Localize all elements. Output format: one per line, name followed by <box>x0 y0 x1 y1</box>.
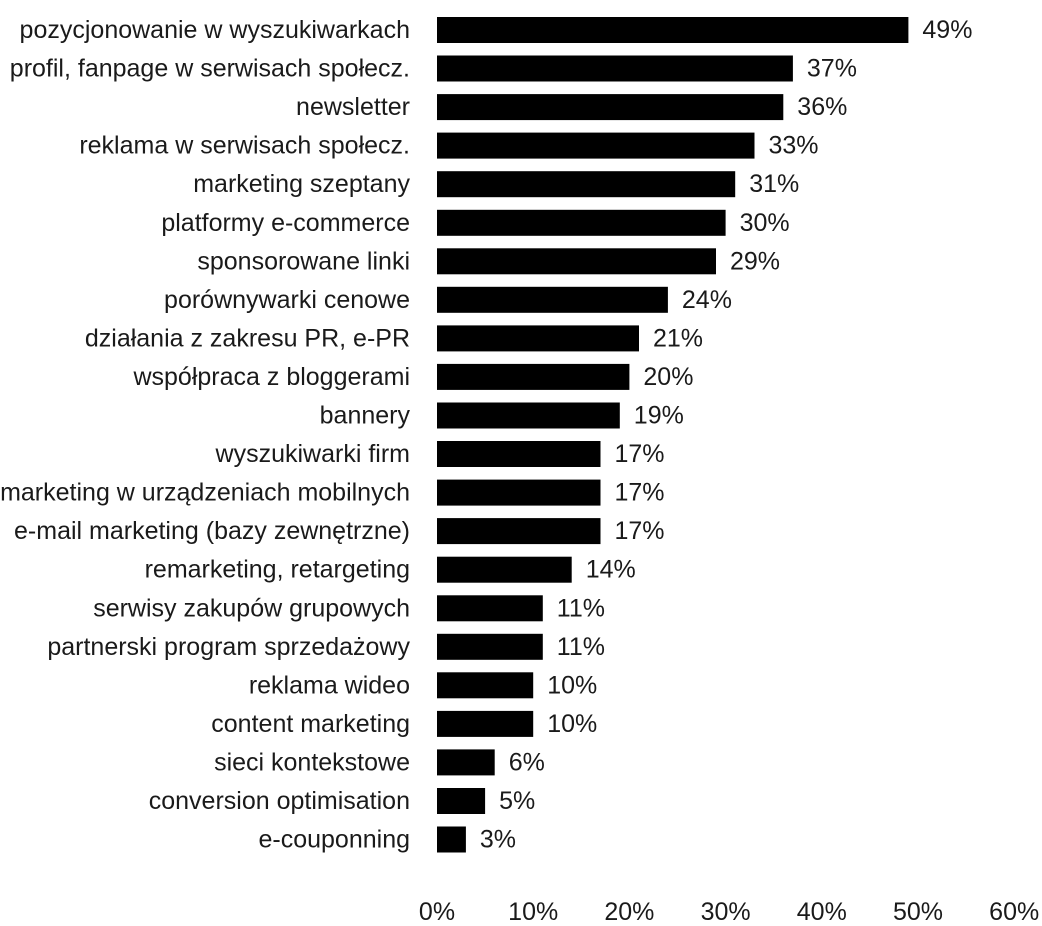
bar-newsletter <box>437 94 784 121</box>
value-label-sponsorowane-linki: 29% <box>730 247 780 275</box>
category-label-marketing-w-urzadzeniach-mobilnych: marketing w urządzeniach mobilnych <box>0 479 410 507</box>
x-tick-label-10: 10% <box>508 898 558 926</box>
value-label-e-couponning: 3% <box>480 826 516 854</box>
bar-sieci-kontekstowe <box>437 749 495 776</box>
category-label-sponsorowane-linki: sponsorowane linki <box>197 247 410 275</box>
bar-reklama-wideo <box>437 672 534 699</box>
value-label-porownywarki-cenowe: 24% <box>682 286 732 314</box>
category-label-dzialania-z-zakresu-pr-e-pr: działania z zakresu PR, e-PR <box>85 324 410 352</box>
category-labels: pozycjonowanie w wyszukiwarkach profil, f… <box>0 16 410 854</box>
bar-bannery <box>437 402 620 429</box>
x-tick-label-40: 40% <box>797 898 847 926</box>
category-label-pozycjonowanie-w-wyszukiwarkach: pozycjonowanie w wyszukiwarkach <box>20 16 410 44</box>
category-label-platformy-e-commerce: platformy e-commerce <box>161 209 410 237</box>
bar-marketing-w-urzadzeniach-mobilnych <box>437 479 601 506</box>
category-label-profil-fanpage-w-serwisach-spolecz: profil, fanpage w serwisach społecz. <box>10 55 410 83</box>
category-label-remarketing-retargeting: remarketing, retargeting <box>145 556 410 584</box>
category-label-reklama-wideo: reklama wideo <box>249 671 410 699</box>
bar-platformy-e-commerce <box>437 209 726 236</box>
category-label-wspolpraca-z-bloggerami: współpraca z bloggerami <box>132 363 410 391</box>
bar-wyszukiwarki-firm <box>437 441 601 467</box>
category-label-porownywarki-cenowe: porównywarki cenowe <box>164 286 410 314</box>
value-label-remarketing-retargeting: 14% <box>586 556 636 584</box>
value-label-serwisy-zakupow-grupowych: 11% <box>557 594 605 622</box>
value-label-platformy-e-commerce: 30% <box>740 209 790 237</box>
bar-pozycjonowanie-w-wyszukiwarkach <box>437 17 909 43</box>
value-label-partnerski-program-sprzedazowy: 11% <box>557 633 605 661</box>
category-label-e-couponning: e-couponning <box>258 826 410 854</box>
value-label-profil-fanpage-w-serwisach-spolecz: 37% <box>807 55 857 83</box>
value-label-content-marketing: 10% <box>547 710 597 738</box>
value-label-wyszukiwarki-firm: 17% <box>615 440 665 468</box>
bar-serwisy-zakupow-grupowych <box>437 595 543 622</box>
category-label-serwisy-zakupow-grupowych: serwisy zakupów grupowych <box>93 594 410 622</box>
category-label-marketing-szeptany: marketing szeptany <box>193 170 410 198</box>
bar-porownywarki-cenowe <box>437 286 668 313</box>
bar-dzialania-z-zakresu-pr-e-pr <box>437 325 639 352</box>
category-label-bannery: bannery <box>320 402 411 430</box>
value-label-marketing-w-urzadzeniach-mobilnych: 17% <box>615 479 665 507</box>
bar-sponsorowane-linki <box>437 248 716 275</box>
bar-marketing-szeptany <box>437 171 736 198</box>
bar-conversion-optimisation <box>437 788 486 814</box>
category-label-sieci-kontekstowe: sieci kontekstowe <box>214 748 410 776</box>
x-axis-tick-labels: 0% 10% 20% 30% 40% 50% 60% <box>419 898 1039 926</box>
bar-wspolpraca-z-bloggerami <box>437 363 630 390</box>
x-tick-label-0: 0% <box>419 898 455 926</box>
x-tick-label-20: 20% <box>604 898 654 926</box>
value-label-newsletter: 36% <box>797 93 847 121</box>
value-label-conversion-optimisation: 5% <box>499 787 535 815</box>
value-label-reklama-wideo: 10% <box>547 671 597 699</box>
bar-e-mail-marketing-bazy-zewnetrzne <box>437 518 601 545</box>
value-labels: 49% 37% 36% 33% 31% 30% 29% 24% 21% 20% 19% 17% 17% 1… <box>480 16 973 854</box>
bar-e-couponning <box>437 826 466 853</box>
category-label-conversion-optimisation: conversion optimisation <box>149 787 410 815</box>
category-label-reklama-w-serwisach-spolecz: reklama w serwisach społecz. <box>79 132 410 160</box>
value-label-e-mail-marketing-bazy-zewnetrzne: 17% <box>615 517 665 545</box>
x-tick-label-50: 50% <box>893 898 943 926</box>
value-label-wspolpraca-z-bloggerami: 20% <box>643 363 693 391</box>
value-label-reklama-w-serwisach-spolecz: 33% <box>769 132 819 160</box>
bar-remarketing-retargeting <box>437 556 572 583</box>
x-tick-label-60: 60% <box>989 898 1039 926</box>
value-label-sieci-kontekstowe: 6% <box>509 748 545 776</box>
value-label-pozycjonowanie-w-wyszukiwarkach: 49% <box>922 16 972 44</box>
category-label-partnerski-program-sprzedazowy: partnerski program sprzedażowy <box>47 633 410 661</box>
category-label-wyszukiwarki-firm: wyszukiwarki firm <box>215 440 410 468</box>
bars-group <box>437 17 909 853</box>
bar-partnerski-program-sprzedazowy <box>437 633 543 660</box>
category-label-content-marketing: content marketing <box>211 710 410 738</box>
category-label-newsletter: newsletter <box>296 93 410 121</box>
bar-content-marketing <box>437 710 534 737</box>
category-label-e-mail-marketing-bazy-zewnetrzne: e-mail marketing (bazy zewnętrzne) <box>14 517 410 545</box>
bar-profil-fanpage-w-serwisach-spolecz <box>437 55 793 82</box>
x-tick-label-30: 30% <box>701 898 751 926</box>
value-label-bannery: 19% <box>634 402 684 430</box>
value-label-dzialania-z-zakresu-pr-e-pr: 21% <box>653 324 703 352</box>
bar-reklama-w-serwisach-spolecz <box>437 132 755 159</box>
value-label-marketing-szeptany: 31% <box>749 170 799 198</box>
